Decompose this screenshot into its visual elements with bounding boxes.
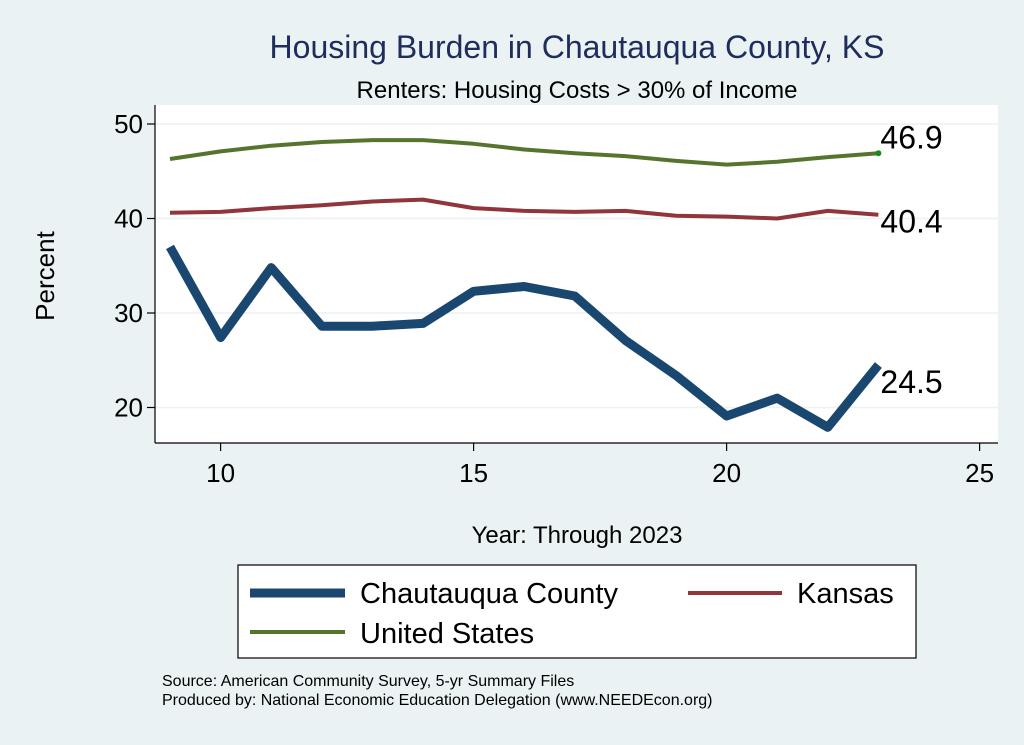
x-tick-label: 10 bbox=[206, 458, 235, 488]
y-tick-label: 30 bbox=[114, 298, 143, 328]
producer-line: Produced by: National Economic Education… bbox=[162, 692, 713, 709]
y-tick-label: 20 bbox=[114, 393, 143, 423]
legend-box bbox=[237, 564, 917, 659]
y-axis-label: Percent bbox=[30, 230, 60, 320]
legend-label-chautauqua: Chautauqua County bbox=[360, 578, 618, 610]
series-layer bbox=[166, 138, 882, 432]
legend-label-kansas: Kansas bbox=[797, 578, 894, 610]
chart-title: Housing Burden in Chautauqua County, KS bbox=[270, 29, 885, 65]
legend: Chautauqua County Kansas United States bbox=[237, 564, 917, 659]
end-label-kansas: 40.4 bbox=[880, 204, 942, 240]
legend-label-united-states: United States bbox=[360, 618, 534, 650]
source-line: Source: American Community Survey, 5-yr … bbox=[162, 673, 575, 690]
source-notes: Source: American Community Survey, 5-yr … bbox=[162, 672, 713, 710]
end-label-chautauqua-county: 24.5 bbox=[880, 364, 942, 400]
series-line-united-states bbox=[169, 138, 879, 167]
x-tick-label: 20 bbox=[712, 458, 741, 488]
chart-subtitle: Renters: Housing Costs > 30% of Income bbox=[357, 77, 798, 104]
end-label-united-states: 46.9 bbox=[880, 119, 942, 155]
x-tick-label: 25 bbox=[965, 458, 994, 488]
end-label-layer: 24.5 40.4 46.9 bbox=[875, 119, 943, 400]
axis-layer: 20 30 40 50 10 15 20 25 bbox=[114, 105, 998, 488]
y-tick-label: 40 bbox=[114, 204, 143, 234]
x-tick-label: 15 bbox=[459, 458, 488, 488]
series-line-kansas bbox=[169, 197, 879, 221]
grid-layer bbox=[155, 123, 998, 409]
series-line-chautauqua-county bbox=[166, 244, 882, 432]
x-axis-label: Year: Through 2023 bbox=[472, 522, 683, 549]
series-end-marker bbox=[875, 150, 882, 157]
y-tick-label: 50 bbox=[114, 109, 143, 139]
